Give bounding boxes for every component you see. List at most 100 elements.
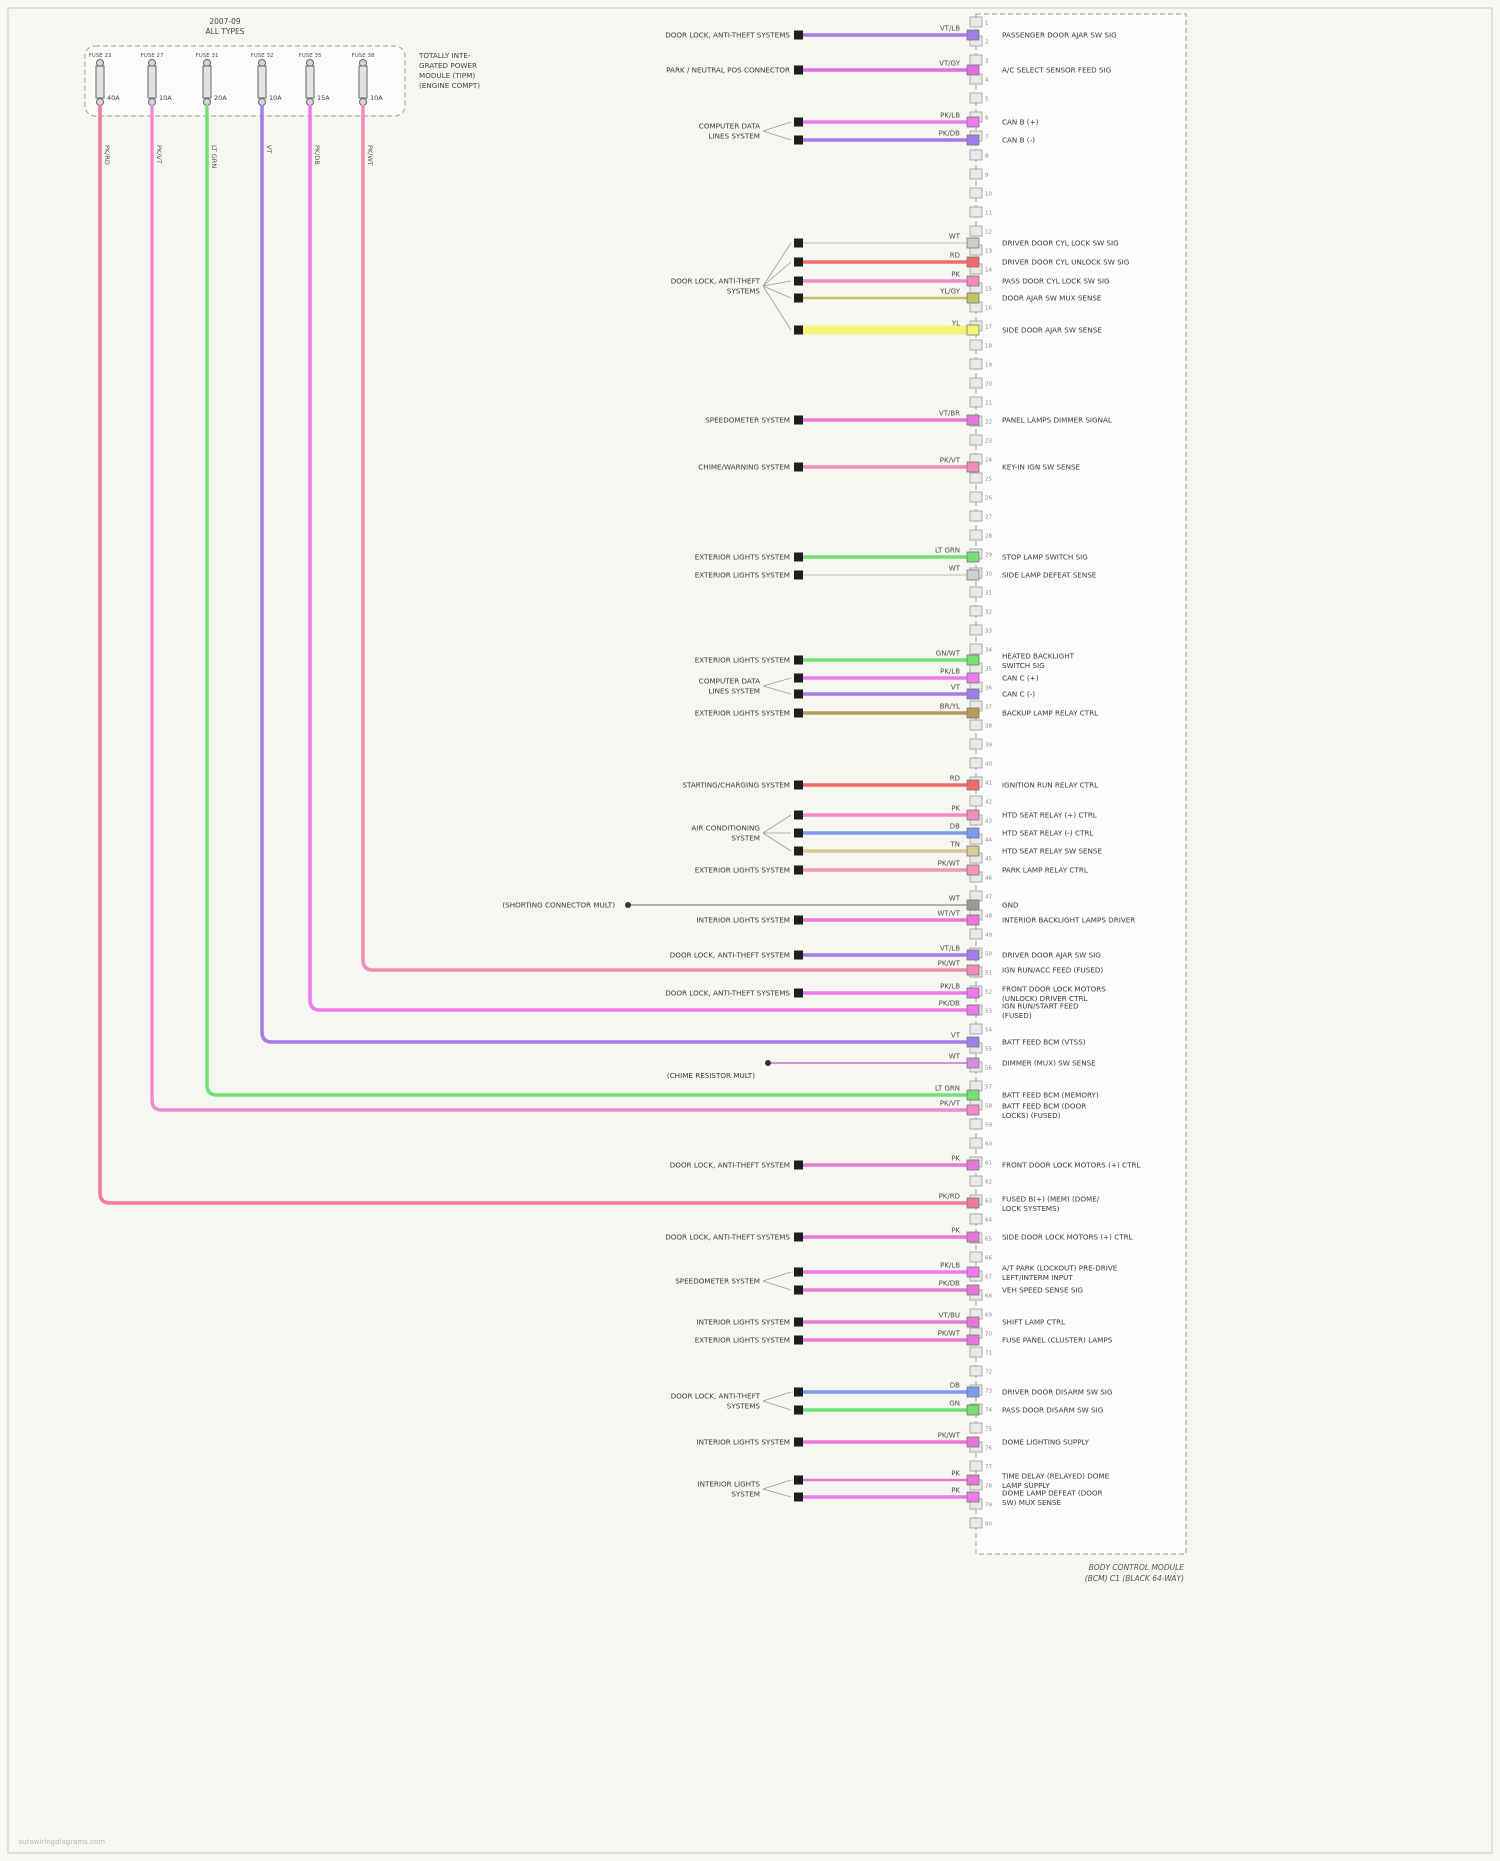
connector-pin-attached bbox=[966, 1436, 980, 1448]
connector-pin-attached bbox=[966, 64, 980, 76]
fuse-feed-wire bbox=[361, 105, 970, 972]
pin-function-label: PARK LAMP RELAY CTRL bbox=[1002, 866, 1088, 875]
wire-terminal bbox=[794, 865, 803, 875]
group-bracket-line bbox=[762, 1271, 792, 1282]
wire: DOOR LOCK, ANTI-THEFT SYSTEMS bbox=[665, 29, 980, 41]
fuse-terminal-bottom bbox=[148, 98, 156, 106]
connector-pin-stub bbox=[969, 1080, 983, 1092]
wire-terminal bbox=[794, 655, 803, 665]
connector-pin-stub bbox=[969, 225, 983, 237]
fuse-name: FUSE 23 bbox=[89, 53, 112, 59]
group-bracket-line bbox=[762, 1400, 792, 1411]
connector-pin-stub bbox=[969, 510, 983, 522]
wire-terminal bbox=[794, 1437, 803, 1447]
connector-pin-number: 3 bbox=[985, 59, 989, 65]
wire-terminal bbox=[794, 708, 803, 718]
fuse-feed-wire bbox=[260, 105, 970, 1044]
system-label: DOOR LOCK, ANTI-THEFT SYSTEMS bbox=[665, 989, 790, 998]
wire-terminal bbox=[794, 570, 803, 580]
wire-color-code: GN/WT bbox=[936, 650, 961, 658]
system-label: SPEEDOMETER SYSTEM bbox=[705, 416, 790, 425]
connector-pin-attached bbox=[966, 29, 980, 41]
wire-color-code: PK/WT bbox=[938, 860, 961, 868]
connector-pin-attached bbox=[966, 1404, 980, 1416]
fuse-amp-rating: 40A bbox=[107, 94, 120, 102]
wire-terminal bbox=[794, 950, 803, 960]
wire-terminal bbox=[794, 673, 803, 683]
pin-function-label: PASS DOOR CYL LOCK SW SIG bbox=[1002, 277, 1110, 286]
connector-pin-stub bbox=[969, 92, 983, 104]
connector-pin-attached bbox=[966, 1104, 980, 1116]
wire bbox=[794, 1266, 980, 1278]
connector-pin-number: 48 bbox=[985, 914, 992, 920]
pin-function-label: VEH SPEED SENSE SIG bbox=[1002, 1286, 1083, 1295]
connector-pin-attached bbox=[966, 827, 980, 839]
wire-terminal bbox=[794, 988, 803, 998]
connector-pin-stub bbox=[969, 1251, 983, 1263]
system-label: STARTING/CHARGING SYSTEM bbox=[682, 781, 790, 790]
connector-pin-number: 50 bbox=[985, 952, 992, 958]
connector-pin-stub bbox=[969, 73, 983, 85]
fuse-terminal-bottom bbox=[258, 98, 266, 106]
wire: INTERIOR LIGHTS SYSTEM bbox=[697, 914, 980, 926]
wire-color-code: VT bbox=[951, 684, 961, 692]
wire: (SHORTING CONNECTOR MULT) bbox=[502, 899, 980, 911]
fuse: FUSE 27 10A PK/VT bbox=[141, 53, 980, 1116]
pin-function-label: DRIVER DOOR DISARM SW SIG bbox=[1002, 1388, 1112, 1397]
pin-function-label: IGN RUN/ACC FEED (FUSED) bbox=[1002, 966, 1103, 975]
pin-function-label: CAN B (-) bbox=[1002, 136, 1035, 145]
connector-pin-stub bbox=[969, 1422, 983, 1434]
connector-pin-number: 44 bbox=[985, 838, 992, 844]
wire: EXTERIOR LIGHTS SYSTEM bbox=[695, 551, 980, 563]
pin-function-label: STOP LAMP SWITCH SIG bbox=[1002, 553, 1088, 562]
wire: STARTING/CHARGING SYSTEM bbox=[682, 779, 980, 791]
connector-pin-stub bbox=[969, 719, 983, 731]
connector-pin-attached bbox=[966, 987, 980, 999]
pin-function-label: A/C SELECT SENSOR FEED SIG bbox=[1002, 66, 1111, 75]
connector-pin-number: 23 bbox=[985, 439, 992, 445]
fuse-amp-rating: 10A bbox=[370, 94, 383, 102]
pin-function-label: DOME LIGHTING SUPPLY bbox=[1002, 1438, 1090, 1447]
wire-color-code: PK/VT bbox=[940, 457, 961, 465]
fuse-element bbox=[257, 65, 267, 99]
connector-pin-attached bbox=[966, 1316, 980, 1328]
connector-pin-number: 64 bbox=[985, 1218, 992, 1224]
wire-terminal bbox=[794, 415, 803, 425]
wire-color-code: VT/GY bbox=[939, 60, 960, 68]
wire-color-code: PK bbox=[951, 271, 960, 279]
connector-pin-stub bbox=[969, 928, 983, 940]
wire-terminal bbox=[794, 1387, 803, 1397]
fuse: FUSE 32 10A VT bbox=[251, 53, 980, 1048]
pin-function-label: BATT FEED BCM (VTSS) bbox=[1002, 1038, 1086, 1047]
connector-pin-stub bbox=[969, 377, 983, 389]
pin-function-label: BATT FEED BCM (DOOR bbox=[1002, 1102, 1086, 1111]
fuse: FUSE 31 20A LT GRN bbox=[196, 53, 980, 1101]
fuse-terminal-top bbox=[96, 59, 104, 67]
fuse-name: FUSE 32 bbox=[251, 53, 274, 59]
system-label: LINES SYSTEM bbox=[708, 132, 760, 141]
pin-function-label: SHIFT LAMP CTRL bbox=[1002, 1318, 1065, 1327]
pin-function-label: CAN C (-) bbox=[1002, 690, 1035, 699]
wire-terminal bbox=[794, 846, 803, 856]
group-bracket-line bbox=[762, 1391, 792, 1402]
wire-terminal bbox=[794, 30, 803, 40]
wire-terminal bbox=[794, 462, 803, 472]
fuse-block-side-label: MODULE (TIPM) bbox=[419, 71, 475, 80]
connector-pin-attached bbox=[966, 414, 980, 426]
connector-pin-attached bbox=[966, 256, 980, 268]
wire-color-code: LT GRN bbox=[935, 1085, 960, 1093]
splice-dot bbox=[765, 1060, 771, 1066]
wire-terminal bbox=[794, 276, 803, 286]
connector-pin-number: 37 bbox=[985, 705, 992, 711]
connector-pin-stub bbox=[969, 149, 983, 161]
connector-pin-attached bbox=[966, 1334, 980, 1346]
connector-pin-number: 2 bbox=[985, 40, 989, 46]
connector-pin-stub bbox=[969, 206, 983, 218]
wire-color-code: PK bbox=[951, 1227, 960, 1235]
connector-pin-attached bbox=[966, 116, 980, 128]
connector-pin-number: 40 bbox=[985, 762, 992, 768]
wire-color-code: WT bbox=[949, 1053, 961, 1061]
fuse-terminal-bottom bbox=[96, 98, 104, 106]
